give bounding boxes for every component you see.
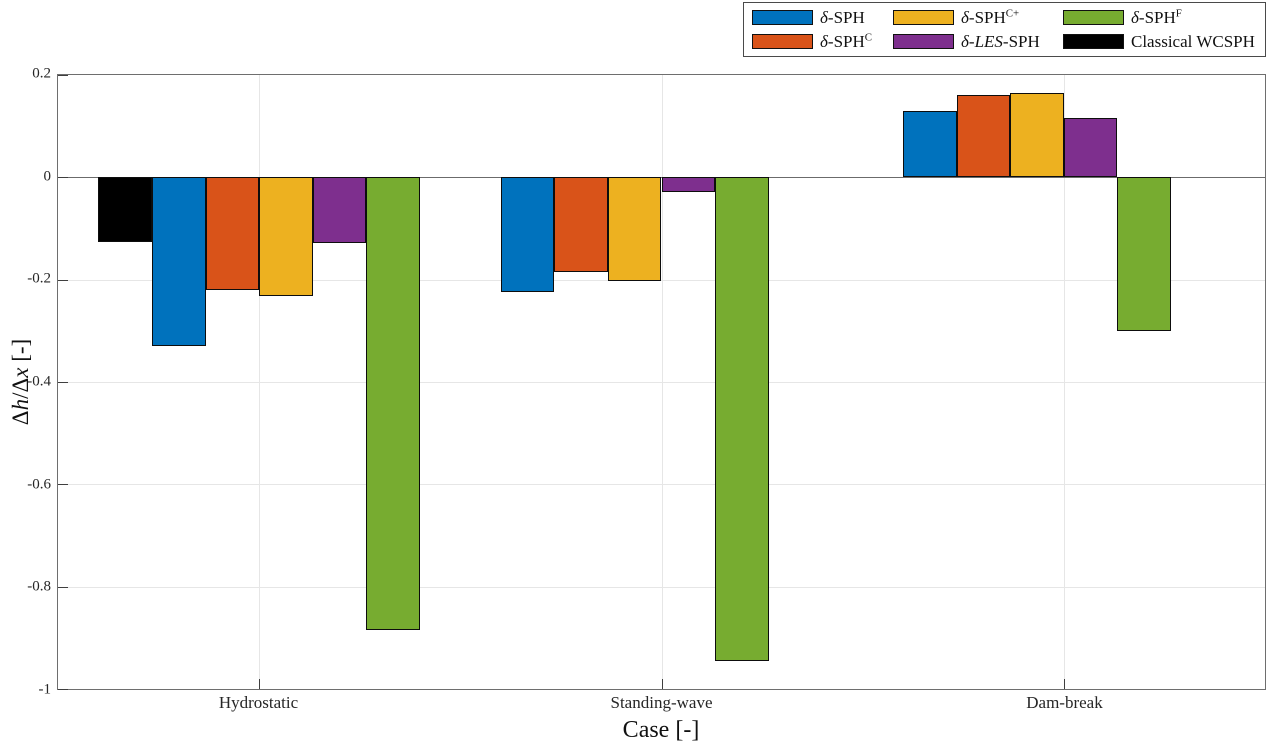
- legend-label-delta-sph-c: δ-SPHC: [820, 31, 873, 51]
- bar-delta-les-sph: [661, 177, 716, 192]
- bar-delta-sph-f: [715, 177, 769, 661]
- x-axis-labels: Hydrostatic Standing-wave Dam-break: [57, 693, 1266, 717]
- x-tick-label: Hydrostatic: [218, 693, 299, 712]
- legend-label-classical-wcsph: Classical WCSPH: [1131, 33, 1255, 50]
- label-part: -: [968, 31, 975, 51]
- v-gridline: [661, 75, 663, 689]
- legend-item-delta-sph-f: δ-SPHF: [1063, 7, 1265, 28]
- delta-sph-swatch: [752, 10, 813, 26]
- legend-label-delta-sph: δ-SPH: [820, 9, 865, 26]
- bar-delta-sph-c: [205, 177, 260, 290]
- label-part: -SPH: [1002, 31, 1040, 51]
- y-tick-label: -0.4: [27, 373, 51, 390]
- legend-label-delta-les-sph: δ-LES-SPH: [961, 33, 1040, 50]
- legend-item-delta-sph-c-plus: δ-SPHC+: [893, 7, 1063, 28]
- label-part: LES: [974, 31, 1003, 51]
- classical-wcsph-swatch: [1063, 33, 1124, 49]
- delta-sph-c-plus-swatch: [893, 10, 954, 26]
- label-part: -SPH: [968, 8, 1006, 28]
- y-tick-label: -0.6: [27, 476, 51, 493]
- bar-delta-sph-c-plus: [607, 177, 662, 282]
- label-part: C+: [1005, 7, 1020, 20]
- bar-delta-sph-c-plus: [259, 177, 313, 297]
- label-part: Classical WCSPH: [1131, 31, 1255, 51]
- bar-delta-sph-c: [956, 95, 1011, 178]
- label-part: δ: [820, 31, 828, 51]
- y-tick-mark: [58, 586, 68, 588]
- bar-delta-sph: [500, 177, 555, 293]
- label-part: F: [1175, 7, 1182, 20]
- legend-label-delta-sph-f: δ-SPHF: [1131, 7, 1182, 28]
- legend-item-delta-les-sph: δ-LES-SPH: [893, 33, 1063, 50]
- label-part: δ: [961, 31, 969, 51]
- bar-delta-sph-c-plus: [1010, 92, 1064, 178]
- bar-delta-sph-f: [1117, 177, 1172, 331]
- label-part: -SPH: [827, 8, 865, 28]
- x-tick-mark: [1063, 679, 1065, 689]
- y-tick-label: 0: [43, 168, 52, 185]
- y-tick-mark: [58, 279, 68, 281]
- bar-delta-les-sph: [1063, 118, 1118, 178]
- label-part: C: [864, 31, 873, 44]
- y-tick-label: -0.8: [27, 578, 51, 595]
- y-tick-mark: [58, 382, 68, 383]
- y-tick-label: 0.2: [32, 65, 51, 82]
- bar-classical-wcsph: [98, 177, 152, 243]
- label-part: δ: [820, 8, 828, 28]
- label-part: δ: [961, 8, 969, 28]
- y-tick-label: -0.2: [27, 270, 51, 287]
- y-tick-mark: [58, 484, 68, 486]
- x-tick-label: Dam-break: [1026, 693, 1103, 712]
- bar-delta-sph: [151, 177, 206, 347]
- bar-delta-sph-f: [366, 177, 421, 631]
- legend-label-delta-sph-c-plus: δ-SPHC+: [961, 7, 1020, 28]
- y-tick-label: -1: [38, 681, 52, 698]
- x-axis-title: Case [-]: [622, 717, 700, 743]
- v-gridline: [1063, 75, 1065, 689]
- y-tick-mark: [58, 689, 68, 690]
- y-tick-mark: [58, 177, 68, 179]
- delta-les-sph-swatch: [893, 33, 954, 49]
- bar-delta-sph-c: [554, 177, 608, 272]
- x-tick-label: Standing-wave: [610, 693, 713, 712]
- y-axis-labels: 0.2 0 -0.2 -0.4 -0.6 -0.8 -1: [0, 66, 54, 698]
- x-tick-mark: [661, 679, 663, 689]
- label-part: -SPH: [827, 31, 865, 51]
- legend: δ-SPH δ-SPHC δ-SPHC+ δ-LES-SPH δ-SPHF Classic…: [743, 2, 1266, 57]
- x-tick-mark: [259, 679, 261, 689]
- legend-item-classical-wcsph: Classical WCSPH: [1063, 33, 1265, 50]
- legend-item-delta-sph-c: δ-SPHC: [752, 31, 893, 51]
- label-part: δ: [1131, 8, 1139, 28]
- legend-item-delta-sph: δ-SPH: [752, 9, 893, 26]
- bar-delta-les-sph: [312, 177, 367, 243]
- delta-sph-f-swatch: [1063, 10, 1124, 26]
- delta-sph-c-swatch: [752, 33, 813, 49]
- y-tick-mark: [58, 75, 68, 76]
- bar-delta-sph: [902, 110, 957, 178]
- plot-area: [57, 74, 1266, 690]
- label-part: -SPH: [1138, 8, 1176, 28]
- v-gridline: [259, 75, 261, 689]
